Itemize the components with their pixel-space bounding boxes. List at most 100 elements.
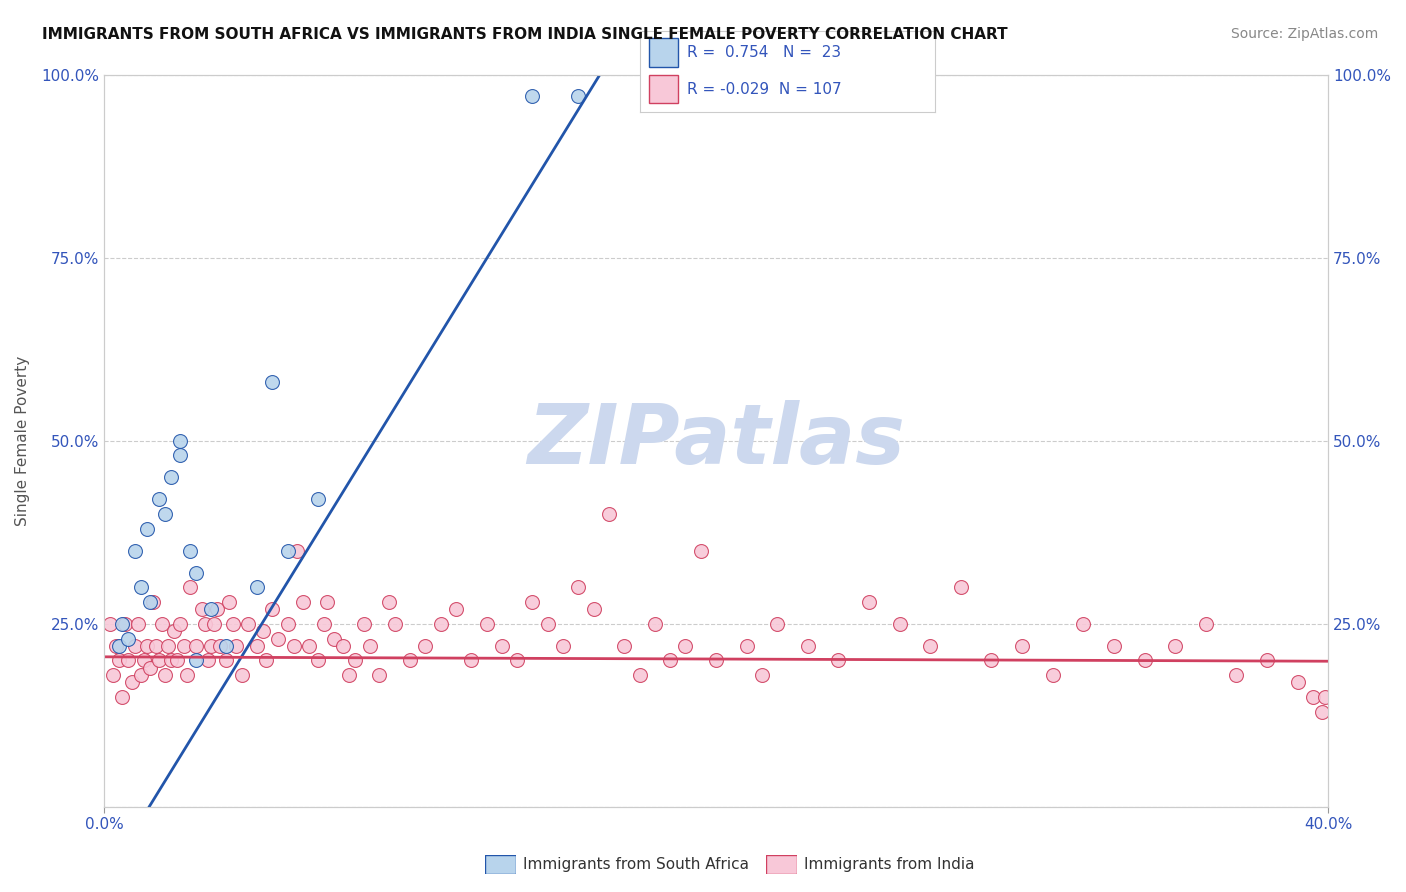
Point xyxy=(567,89,589,103)
Point xyxy=(145,639,167,653)
Point xyxy=(153,668,176,682)
Point xyxy=(166,653,188,667)
Point xyxy=(200,602,222,616)
Point xyxy=(173,639,195,653)
Point xyxy=(160,470,183,484)
Point xyxy=(1011,639,1033,653)
Point xyxy=(537,616,560,631)
Point xyxy=(704,653,727,667)
Point xyxy=(169,616,191,631)
Point xyxy=(628,668,651,682)
Point xyxy=(117,653,139,667)
Point xyxy=(111,690,134,705)
Point xyxy=(117,632,139,646)
Point xyxy=(179,543,201,558)
Point xyxy=(169,434,191,448)
Point xyxy=(506,653,529,667)
Point xyxy=(491,639,513,653)
Point xyxy=(429,616,451,631)
Point xyxy=(291,595,314,609)
Point xyxy=(252,624,274,639)
Point xyxy=(194,616,217,631)
Point xyxy=(644,616,666,631)
Point xyxy=(1102,639,1125,653)
Point xyxy=(551,639,574,653)
Point xyxy=(858,595,880,609)
Point xyxy=(108,653,131,667)
Point xyxy=(267,632,290,646)
Point xyxy=(191,602,214,616)
Point xyxy=(827,653,849,667)
Point xyxy=(1313,690,1336,705)
Point xyxy=(153,507,176,521)
Point xyxy=(231,668,253,682)
Point xyxy=(132,653,155,667)
Point xyxy=(377,595,399,609)
Point xyxy=(475,616,498,631)
Point xyxy=(176,668,198,682)
Point xyxy=(246,580,269,594)
Point xyxy=(751,668,773,682)
Text: Immigrants from India: Immigrants from India xyxy=(804,857,974,871)
Point xyxy=(114,616,136,631)
Point xyxy=(316,595,339,609)
Point xyxy=(1302,690,1324,705)
Point xyxy=(277,616,299,631)
Point xyxy=(766,616,789,631)
Point xyxy=(246,639,269,653)
Point xyxy=(797,639,820,653)
Point xyxy=(567,580,589,594)
Point xyxy=(889,616,911,631)
Point xyxy=(254,653,277,667)
Point xyxy=(157,639,180,653)
Point xyxy=(675,639,697,653)
Point xyxy=(659,653,682,667)
Point xyxy=(129,580,152,594)
Point xyxy=(142,595,165,609)
Point xyxy=(1256,653,1278,667)
Point xyxy=(129,668,152,682)
Point xyxy=(236,616,259,631)
Point xyxy=(124,639,146,653)
Point xyxy=(148,492,170,507)
Point xyxy=(444,602,467,616)
Point xyxy=(735,639,758,653)
Point xyxy=(598,507,620,521)
Point xyxy=(262,375,284,389)
Point xyxy=(1042,668,1064,682)
Point xyxy=(124,543,146,558)
Point xyxy=(215,639,238,653)
Point xyxy=(1310,705,1333,719)
Point xyxy=(689,543,711,558)
Point xyxy=(139,595,162,609)
Point xyxy=(127,616,149,631)
Point xyxy=(307,653,329,667)
Point xyxy=(163,624,186,639)
Point xyxy=(277,543,299,558)
Text: R =  0.754   N =  23: R = 0.754 N = 23 xyxy=(688,45,841,60)
Point xyxy=(169,449,191,463)
Point xyxy=(1071,616,1094,631)
Point xyxy=(121,675,143,690)
Point xyxy=(322,632,344,646)
Point xyxy=(314,616,336,631)
Point xyxy=(105,639,128,653)
Point xyxy=(368,668,391,682)
Point xyxy=(1133,653,1156,667)
Text: IMMIGRANTS FROM SOUTH AFRICA VS IMMIGRANTS FROM INDIA SINGLE FEMALE POVERTY CORR: IMMIGRANTS FROM SOUTH AFRICA VS IMMIGRAN… xyxy=(42,27,1008,42)
Text: Immigrants from South Africa: Immigrants from South Africa xyxy=(523,857,749,871)
Point xyxy=(285,543,308,558)
Point xyxy=(184,639,207,653)
Y-axis label: Single Female Poverty: Single Female Poverty xyxy=(15,356,30,526)
Point xyxy=(1225,668,1247,682)
Point xyxy=(1195,616,1218,631)
Point xyxy=(332,639,354,653)
Point xyxy=(215,653,238,667)
Point xyxy=(139,661,162,675)
Bar xyxy=(648,38,678,67)
Text: ZIPatlas: ZIPatlas xyxy=(527,401,905,482)
Point xyxy=(399,653,422,667)
Point xyxy=(160,653,183,667)
Point xyxy=(200,639,222,653)
Point xyxy=(184,566,207,580)
